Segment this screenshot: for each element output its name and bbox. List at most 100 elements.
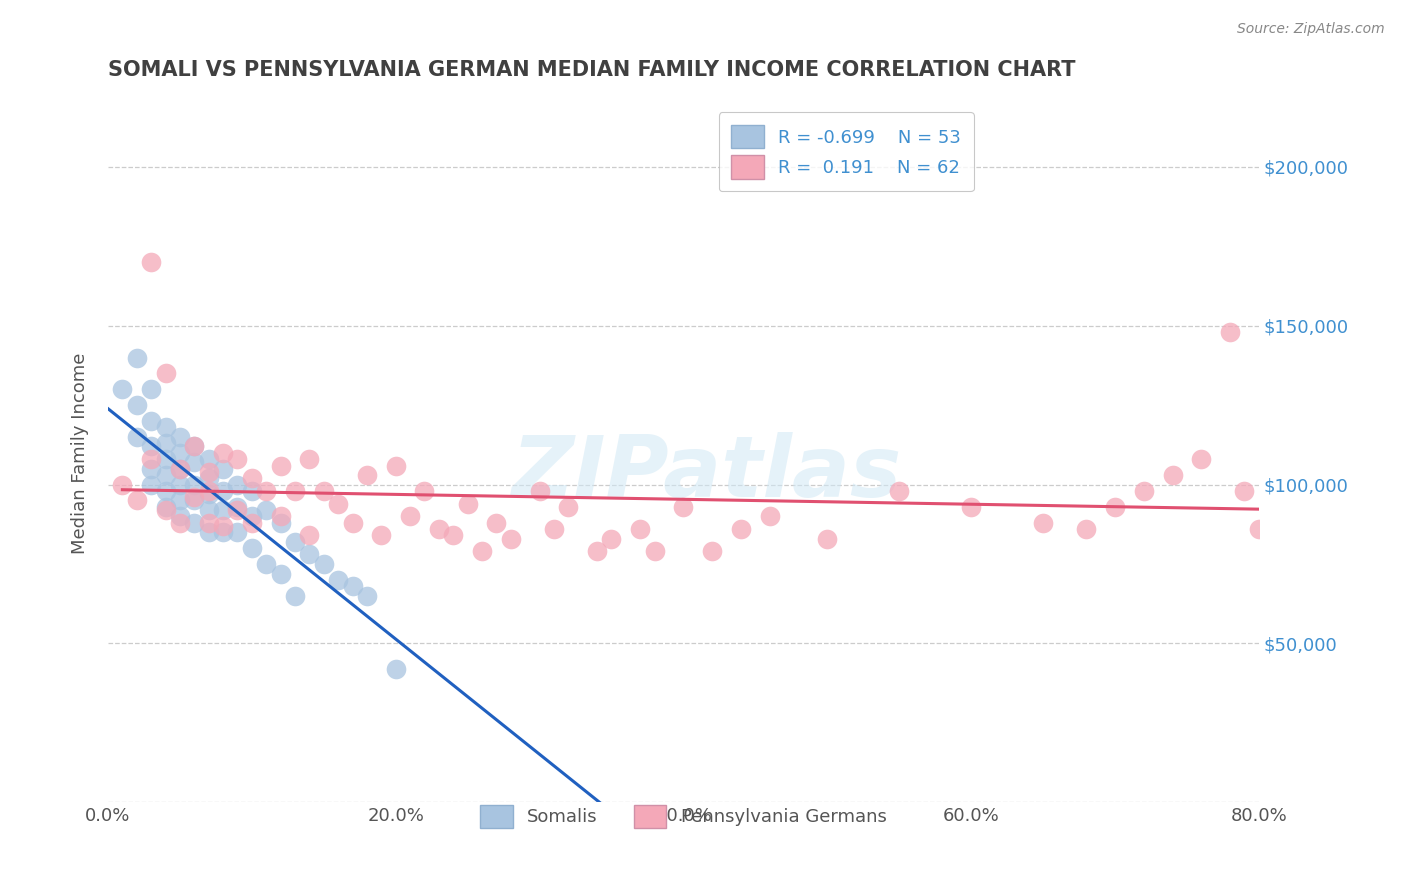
Point bbox=[254, 557, 277, 571]
Point bbox=[212, 483, 235, 498]
Point bbox=[270, 516, 292, 530]
Point bbox=[312, 557, 335, 571]
Point bbox=[356, 589, 378, 603]
Point bbox=[212, 519, 235, 533]
Point bbox=[111, 477, 134, 491]
Point bbox=[384, 662, 406, 676]
Point bbox=[342, 579, 364, 593]
Point bbox=[960, 500, 983, 514]
Point bbox=[284, 589, 307, 603]
Point bbox=[240, 509, 263, 524]
Point bbox=[125, 351, 148, 365]
Point bbox=[270, 566, 292, 581]
Point bbox=[197, 525, 219, 540]
Point bbox=[270, 458, 292, 473]
Point bbox=[141, 477, 163, 491]
Point bbox=[730, 522, 752, 536]
Point bbox=[356, 468, 378, 483]
Point bbox=[155, 468, 177, 483]
Point bbox=[141, 440, 163, 454]
Point bbox=[183, 477, 205, 491]
Point bbox=[240, 516, 263, 530]
Point bbox=[384, 458, 406, 473]
Point bbox=[197, 471, 219, 485]
Point bbox=[169, 493, 191, 508]
Point bbox=[1132, 483, 1154, 498]
Point bbox=[427, 522, 450, 536]
Point bbox=[270, 509, 292, 524]
Point bbox=[441, 528, 464, 542]
Point bbox=[183, 493, 205, 508]
Point bbox=[169, 430, 191, 444]
Point bbox=[298, 548, 321, 562]
Point bbox=[240, 471, 263, 485]
Point bbox=[1247, 522, 1270, 536]
Point bbox=[141, 452, 163, 467]
Point bbox=[600, 532, 623, 546]
Point bbox=[240, 541, 263, 555]
Point bbox=[628, 522, 651, 536]
Point bbox=[155, 500, 177, 514]
Point bbox=[499, 532, 522, 546]
Point bbox=[413, 483, 436, 498]
Point bbox=[141, 414, 163, 428]
Point bbox=[284, 534, 307, 549]
Point bbox=[284, 483, 307, 498]
Point bbox=[457, 497, 479, 511]
Point bbox=[197, 487, 219, 501]
Point bbox=[543, 522, 565, 536]
Point bbox=[586, 544, 609, 558]
Point bbox=[298, 452, 321, 467]
Point bbox=[155, 436, 177, 450]
Point bbox=[226, 525, 249, 540]
Point bbox=[169, 516, 191, 530]
Point bbox=[197, 516, 219, 530]
Text: ZIPatlas: ZIPatlas bbox=[512, 433, 901, 516]
Point bbox=[1032, 516, 1054, 530]
Point bbox=[485, 516, 508, 530]
Point bbox=[529, 483, 551, 498]
Text: Source: ZipAtlas.com: Source: ZipAtlas.com bbox=[1237, 22, 1385, 37]
Point bbox=[226, 452, 249, 467]
Point bbox=[328, 573, 350, 587]
Point bbox=[298, 528, 321, 542]
Point bbox=[183, 455, 205, 469]
Point bbox=[1219, 325, 1241, 339]
Point bbox=[342, 516, 364, 530]
Point bbox=[125, 430, 148, 444]
Point bbox=[169, 477, 191, 491]
Point bbox=[125, 398, 148, 412]
Point bbox=[889, 483, 911, 498]
Y-axis label: Median Family Income: Median Family Income bbox=[72, 352, 89, 554]
Point bbox=[197, 483, 219, 498]
Point bbox=[212, 446, 235, 460]
Point bbox=[169, 446, 191, 460]
Point bbox=[212, 525, 235, 540]
Point bbox=[672, 500, 695, 514]
Point bbox=[183, 491, 205, 505]
Point bbox=[370, 528, 392, 542]
Point bbox=[312, 483, 335, 498]
Point bbox=[155, 420, 177, 434]
Text: SOMALI VS PENNSYLVANIA GERMAN MEDIAN FAMILY INCOME CORRELATION CHART: SOMALI VS PENNSYLVANIA GERMAN MEDIAN FAM… bbox=[108, 60, 1076, 79]
Point bbox=[254, 503, 277, 517]
Point bbox=[1104, 500, 1126, 514]
Point bbox=[240, 483, 263, 498]
Point bbox=[226, 500, 249, 514]
Point bbox=[197, 465, 219, 479]
Point bbox=[557, 500, 579, 514]
Point bbox=[471, 544, 494, 558]
Point bbox=[226, 503, 249, 517]
Point bbox=[169, 461, 191, 475]
Point bbox=[141, 255, 163, 269]
Point bbox=[1076, 522, 1098, 536]
Point bbox=[254, 483, 277, 498]
Point bbox=[155, 452, 177, 467]
Point bbox=[183, 516, 205, 530]
Point bbox=[1189, 452, 1212, 467]
Point bbox=[155, 483, 177, 498]
Point bbox=[226, 477, 249, 491]
Point bbox=[702, 544, 724, 558]
Point bbox=[169, 509, 191, 524]
Point bbox=[644, 544, 666, 558]
